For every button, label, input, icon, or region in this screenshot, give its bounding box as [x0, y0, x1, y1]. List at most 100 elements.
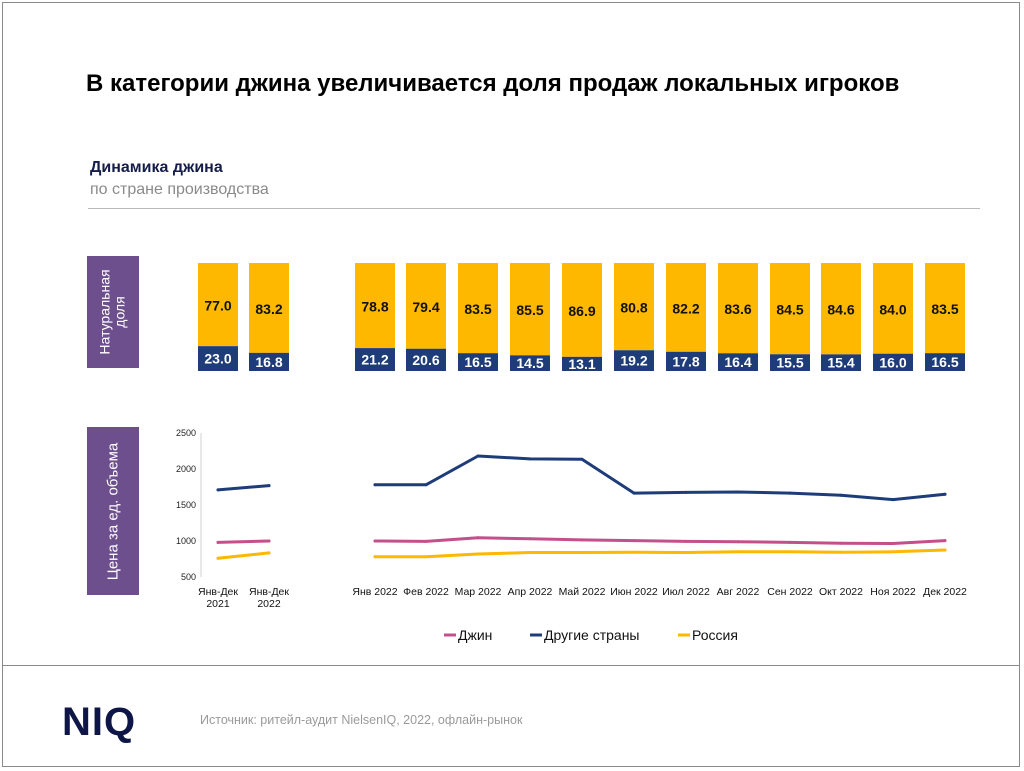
share-side-label: Натуральная доля	[87, 256, 139, 368]
series-point	[891, 498, 895, 502]
bar-segment-russia	[510, 263, 550, 356]
bar-segment-other	[821, 354, 861, 371]
series-point	[424, 483, 428, 487]
x-tick-label: Июл 2022	[662, 586, 710, 598]
series-line	[373, 548, 947, 559]
bar-segment-other	[873, 353, 913, 371]
series-point	[424, 555, 428, 559]
x-tick-label: 2022	[257, 598, 281, 610]
x-tick-label: Май 2022	[559, 586, 606, 598]
bar-label-bottom: 21.2	[361, 352, 388, 368]
bar-segment-other	[925, 353, 965, 371]
subtitle-divider	[88, 208, 980, 209]
y-tick-label: 500	[181, 572, 196, 582]
series-point	[684, 551, 688, 554]
series-point	[891, 542, 895, 545]
x-tick-label: Июн 2022	[610, 586, 658, 598]
series-point	[943, 539, 947, 543]
y-tick-label: 2000	[176, 464, 196, 474]
x-tick-label: 2021	[206, 598, 230, 610]
series-point	[736, 550, 740, 554]
bar-label-bottom: 16.0	[879, 354, 906, 370]
x-tick-label: Мар 2022	[455, 586, 502, 598]
series-point	[424, 539, 428, 543]
series-point	[839, 541, 843, 545]
bar-segment-other	[355, 348, 395, 371]
series-point	[528, 551, 532, 554]
bar-segment-russia	[198, 263, 238, 347]
source-note: Источник: ритейл-аудит NielsenIQ, 2022, …	[200, 713, 523, 727]
series-point	[788, 540, 792, 544]
series-point	[476, 454, 480, 458]
bar-segment-other	[666, 351, 706, 371]
series-point	[216, 556, 220, 560]
bar-label-top: 86.9	[568, 303, 595, 319]
bar-label-bottom: 16.8	[255, 354, 282, 370]
bar-segment-other	[198, 346, 238, 371]
series-point	[580, 551, 584, 554]
x-tick-label: Фев 2022	[403, 586, 449, 598]
series-point	[943, 548, 947, 552]
bar-segment-other	[510, 355, 550, 371]
series-point	[267, 539, 271, 543]
series-point	[373, 539, 377, 543]
y-tick-label: 2500	[176, 428, 196, 438]
series-point	[632, 550, 636, 554]
series-point	[528, 537, 532, 541]
bar-segment-other	[249, 352, 289, 371]
series-point	[684, 490, 688, 494]
x-tick-label: Апр 2022	[508, 586, 553, 598]
legend-label: Другие страны	[544, 627, 640, 643]
series-point	[476, 536, 480, 540]
y-tick-label: 1000	[176, 536, 196, 546]
series-line	[373, 536, 947, 545]
series-point	[839, 493, 843, 497]
bar-label-bottom: 17.8	[672, 353, 699, 369]
series-point	[267, 551, 271, 555]
niq-logo: NIQ	[62, 700, 137, 744]
bar-label-top: 82.2	[672, 300, 699, 316]
chart-subtitle: Динамика джина	[90, 159, 223, 176]
bar-segment-other	[458, 353, 498, 371]
bar-label-top: 83.2	[255, 301, 282, 317]
chart-subtitle-secondary: по стране производства	[90, 181, 269, 198]
series-point	[580, 457, 584, 461]
bar-label-top: 78.8	[361, 299, 388, 315]
x-tick-label: Окт 2022	[819, 586, 863, 598]
slide-title: В категории джина увеличивается доля про…	[86, 70, 900, 97]
series-point	[788, 550, 792, 554]
bar-label-bottom: 14.5	[516, 355, 543, 371]
price-side-label: Цена за ед. объема	[87, 427, 139, 595]
series-point	[943, 492, 947, 496]
bar-segment-other	[718, 353, 758, 371]
series-point	[580, 538, 584, 542]
series-point	[632, 491, 636, 495]
bar-segment-russia	[821, 263, 861, 355]
series-point	[891, 550, 895, 554]
series-point	[216, 488, 220, 492]
series-point	[267, 484, 271, 488]
bar-label-bottom: 16.5	[931, 354, 958, 370]
series-line	[216, 551, 271, 560]
bar-segment-other	[406, 348, 446, 371]
bar-segment-russia	[873, 263, 913, 354]
bar-label-bottom: 16.4	[724, 354, 751, 370]
bar-label-bottom: 20.6	[412, 352, 439, 368]
x-tick-label: Ноя 2022	[870, 586, 916, 598]
y-tick-label: 1500	[176, 500, 196, 510]
bar-segment-russia	[562, 263, 602, 357]
bar-label-top: 84.5	[776, 302, 803, 318]
bar-segment-other	[770, 354, 810, 371]
bar-segment-other	[614, 350, 654, 371]
series-point	[216, 540, 220, 544]
bar-segment-russia	[406, 263, 446, 349]
series-point	[476, 552, 480, 556]
bar-label-bottom: 16.5	[464, 354, 491, 370]
series-point	[788, 491, 792, 495]
bar-segment-russia	[355, 263, 395, 349]
bar-label-bottom: 23.0	[204, 351, 231, 367]
bar-label-top: 84.6	[827, 302, 854, 318]
series-line	[216, 484, 271, 492]
